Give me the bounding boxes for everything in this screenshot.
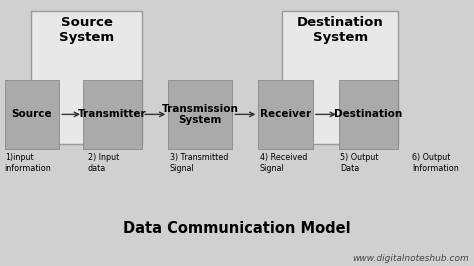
- FancyBboxPatch shape: [168, 80, 232, 149]
- Text: Transmitter: Transmitter: [78, 109, 147, 119]
- Text: 3) Transmitted
Signal: 3) Transmitted Signal: [170, 153, 228, 173]
- Text: 6) Output
Information: 6) Output Information: [412, 153, 459, 173]
- Text: www.digitalnoteshub.com: www.digitalnoteshub.com: [353, 254, 469, 263]
- FancyBboxPatch shape: [258, 80, 313, 149]
- Text: Destination: Destination: [335, 109, 402, 119]
- Text: Data Communication Model: Data Communication Model: [123, 221, 351, 236]
- FancyBboxPatch shape: [83, 80, 142, 149]
- Text: 4) Received
Signal: 4) Received Signal: [260, 153, 307, 173]
- Text: Source: Source: [12, 109, 52, 119]
- Text: 2) Input
data: 2) Input data: [88, 153, 119, 173]
- Text: 5) Output
Data: 5) Output Data: [340, 153, 379, 173]
- Text: Source
System: Source System: [59, 16, 114, 44]
- FancyBboxPatch shape: [339, 80, 398, 149]
- Text: Receiver: Receiver: [260, 109, 311, 119]
- Text: 1)input
information: 1)input information: [5, 153, 52, 173]
- Text: Transmission
System: Transmission System: [162, 103, 239, 125]
- FancyBboxPatch shape: [282, 11, 398, 144]
- Text: Destination
System: Destination System: [297, 16, 383, 44]
- FancyBboxPatch shape: [5, 80, 59, 149]
- FancyBboxPatch shape: [31, 11, 142, 144]
